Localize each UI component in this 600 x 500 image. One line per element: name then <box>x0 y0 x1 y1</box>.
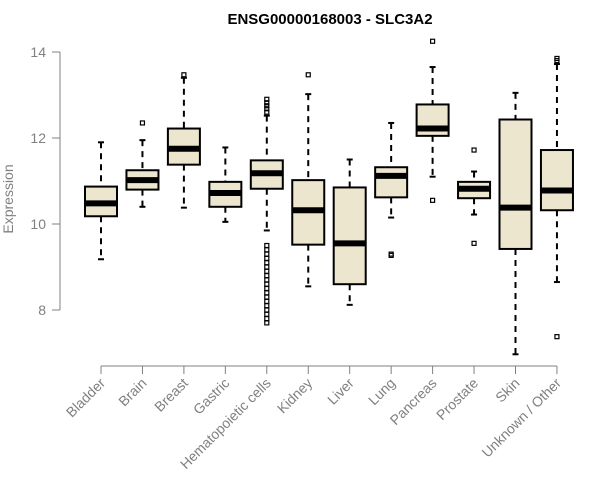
x-tick-label: Prostate <box>433 375 481 423</box>
outlier-point <box>471 240 477 246</box>
box-brain <box>125 120 160 208</box>
outlier-point <box>264 311 270 317</box>
outlier-point <box>264 281 270 287</box>
outlier-point <box>264 251 270 257</box>
y-tick-label: 14 <box>30 44 46 60</box>
x-tick-label: Lung <box>365 375 398 408</box>
outlier-point <box>264 294 270 300</box>
outlier-point <box>388 252 394 258</box>
box-iqr <box>539 149 574 212</box>
outlier-point <box>554 334 560 340</box>
box-liver <box>332 158 367 306</box>
outlier-point <box>264 242 270 249</box>
x-tick-label: Liver <box>324 375 357 408</box>
box-kidney <box>291 72 326 288</box>
x-tick-label: Bladder <box>63 375 109 421</box>
outlier-point <box>264 298 270 304</box>
outlier-point <box>264 285 270 292</box>
outlier-point <box>264 268 270 274</box>
box-hematopoietic-cells <box>249 96 284 326</box>
y-axis: 8 10 12 14 <box>30 44 61 318</box>
outlier-point <box>388 251 394 257</box>
outlier-point <box>264 264 270 270</box>
outlier-point <box>264 290 270 296</box>
outlier-point <box>264 303 270 309</box>
x-tick-label: Skin <box>492 375 523 406</box>
box-bladder <box>84 141 118 261</box>
outlier-point <box>139 120 146 126</box>
box-breast <box>166 72 201 209</box>
outlier-point <box>430 197 436 203</box>
box-lung <box>374 121 409 258</box>
box-skin <box>498 91 533 356</box>
chart-title: ENSG00000168003 - SLC3A2 <box>227 11 432 28</box>
box-gastric <box>208 146 243 223</box>
box-iqr <box>374 166 409 199</box>
box-iqr <box>332 186 367 286</box>
boxes-group <box>84 38 574 356</box>
outlier-point <box>181 72 187 78</box>
outlier-point <box>264 106 270 112</box>
box-iqr <box>498 118 533 250</box>
outlier-point <box>554 55 560 62</box>
outlier-point <box>264 307 270 313</box>
outlier-point <box>305 72 311 78</box>
outlier-point <box>264 255 270 261</box>
outlier-point <box>264 103 270 109</box>
box-pancreas <box>415 38 450 203</box>
outlier-point <box>264 260 270 266</box>
outlier-point <box>264 96 270 102</box>
outlier-point <box>264 277 270 283</box>
y-tick-label: 12 <box>30 130 46 146</box>
x-tick-label: Kidney <box>274 375 316 417</box>
outlier-point <box>430 38 436 44</box>
x-tick-label: Brain <box>115 375 149 409</box>
x-tick-label: Unknown / Other <box>478 375 564 461</box>
y-axis-label: Expression <box>0 164 16 233</box>
outlier-point <box>264 273 270 279</box>
box-unknown-other <box>539 55 574 340</box>
y-tick-label: 10 <box>30 216 46 232</box>
outlier-point <box>471 147 477 153</box>
outlier-point <box>264 247 270 253</box>
outlier-point <box>264 320 270 326</box>
y-tick-label: 8 <box>38 302 46 318</box>
box-prostate <box>457 147 492 246</box>
x-tick-label: Breast <box>151 375 191 415</box>
outlier-point <box>264 316 270 322</box>
